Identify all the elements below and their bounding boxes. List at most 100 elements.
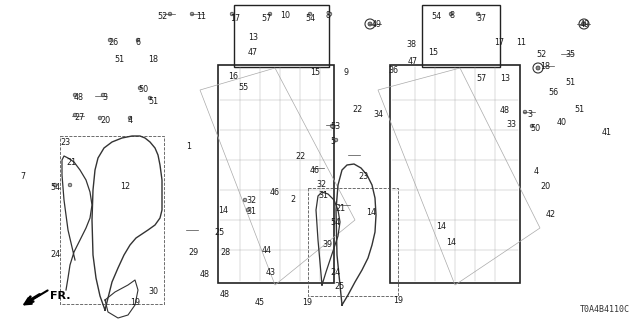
- Circle shape: [308, 12, 312, 16]
- Circle shape: [128, 116, 132, 120]
- Text: 32: 32: [316, 180, 326, 189]
- Circle shape: [168, 12, 172, 16]
- Text: 30: 30: [148, 287, 158, 296]
- Text: 45: 45: [255, 298, 265, 307]
- Text: 39: 39: [322, 240, 332, 249]
- Text: 10: 10: [280, 11, 290, 20]
- Circle shape: [582, 22, 586, 26]
- Text: 34: 34: [373, 110, 383, 119]
- Text: 38: 38: [406, 40, 416, 49]
- Text: 21: 21: [66, 158, 76, 167]
- Text: 19: 19: [302, 298, 312, 307]
- Circle shape: [476, 12, 480, 16]
- Text: 17: 17: [494, 38, 504, 47]
- Bar: [218, 65, 334, 283]
- Bar: [422, 5, 500, 67]
- Circle shape: [136, 38, 140, 42]
- Text: 6: 6: [136, 38, 141, 47]
- Text: 13: 13: [500, 74, 510, 83]
- Circle shape: [108, 38, 112, 42]
- Text: 42: 42: [546, 210, 556, 219]
- Text: 51: 51: [114, 55, 124, 64]
- Text: 14: 14: [218, 206, 228, 215]
- Circle shape: [368, 22, 372, 26]
- Text: 3: 3: [102, 93, 107, 102]
- Circle shape: [138, 86, 142, 90]
- Text: 54: 54: [330, 218, 340, 227]
- Circle shape: [98, 116, 102, 120]
- Text: 5: 5: [330, 137, 335, 146]
- Text: 55: 55: [238, 83, 248, 92]
- Circle shape: [449, 12, 453, 16]
- Text: 46: 46: [310, 166, 320, 175]
- Text: 15: 15: [310, 68, 320, 77]
- Text: 24: 24: [50, 250, 60, 259]
- Text: 54: 54: [305, 14, 315, 23]
- Text: 20: 20: [540, 182, 550, 191]
- Text: 19: 19: [130, 298, 140, 307]
- Circle shape: [268, 12, 272, 16]
- Text: 32: 32: [246, 196, 256, 205]
- Text: 22: 22: [352, 105, 362, 114]
- Text: 22: 22: [295, 152, 305, 161]
- Text: 23: 23: [60, 138, 70, 147]
- Circle shape: [101, 93, 105, 97]
- Text: 21: 21: [335, 204, 345, 213]
- Text: 11: 11: [516, 38, 526, 47]
- Text: 24: 24: [330, 268, 340, 277]
- Text: 48: 48: [74, 93, 84, 102]
- Text: 52: 52: [157, 12, 168, 21]
- Text: 11: 11: [196, 12, 206, 21]
- Text: 35: 35: [565, 50, 575, 59]
- Text: 40: 40: [557, 118, 567, 127]
- Text: FR.: FR.: [50, 291, 70, 301]
- Text: 48: 48: [500, 106, 510, 115]
- Circle shape: [230, 12, 234, 16]
- Text: 15: 15: [428, 48, 438, 57]
- Circle shape: [73, 93, 77, 97]
- Text: 37: 37: [476, 14, 486, 23]
- Text: 47: 47: [248, 48, 258, 57]
- Circle shape: [148, 96, 152, 100]
- Text: 29: 29: [188, 248, 198, 257]
- Circle shape: [536, 66, 540, 70]
- Text: 56: 56: [548, 88, 558, 97]
- Text: 31: 31: [246, 207, 256, 216]
- Text: 17: 17: [230, 14, 240, 23]
- Text: 54: 54: [50, 183, 60, 192]
- Text: 2: 2: [290, 195, 295, 204]
- Circle shape: [334, 138, 338, 142]
- Circle shape: [328, 12, 332, 16]
- Text: 49: 49: [580, 20, 590, 29]
- Text: 57: 57: [476, 74, 486, 83]
- Text: 41: 41: [602, 128, 612, 137]
- Text: 1: 1: [186, 142, 191, 151]
- Circle shape: [246, 208, 250, 212]
- Text: 28: 28: [220, 248, 230, 257]
- Bar: [390, 65, 520, 283]
- Circle shape: [68, 183, 72, 187]
- Text: 43: 43: [266, 268, 276, 277]
- Bar: [60, 136, 164, 304]
- Text: 54: 54: [431, 12, 441, 21]
- Text: 18: 18: [148, 55, 158, 64]
- Bar: [234, 5, 329, 67]
- Text: 4: 4: [128, 116, 133, 125]
- Circle shape: [190, 12, 194, 16]
- Text: 33: 33: [506, 120, 516, 129]
- Text: 48: 48: [200, 270, 210, 279]
- Text: 51: 51: [148, 97, 158, 106]
- Text: 53: 53: [330, 122, 340, 131]
- Text: 50: 50: [530, 124, 540, 133]
- Text: 4: 4: [534, 167, 539, 176]
- Text: 51: 51: [565, 78, 575, 87]
- Text: 36: 36: [388, 66, 398, 75]
- Text: 47: 47: [408, 57, 418, 66]
- Text: 50: 50: [138, 85, 148, 94]
- Text: T0A4B4110C: T0A4B4110C: [580, 305, 630, 314]
- Text: 8: 8: [449, 11, 454, 20]
- Text: 25: 25: [334, 282, 344, 291]
- Circle shape: [243, 198, 247, 202]
- Text: 51: 51: [574, 105, 584, 114]
- Text: 16: 16: [228, 72, 238, 81]
